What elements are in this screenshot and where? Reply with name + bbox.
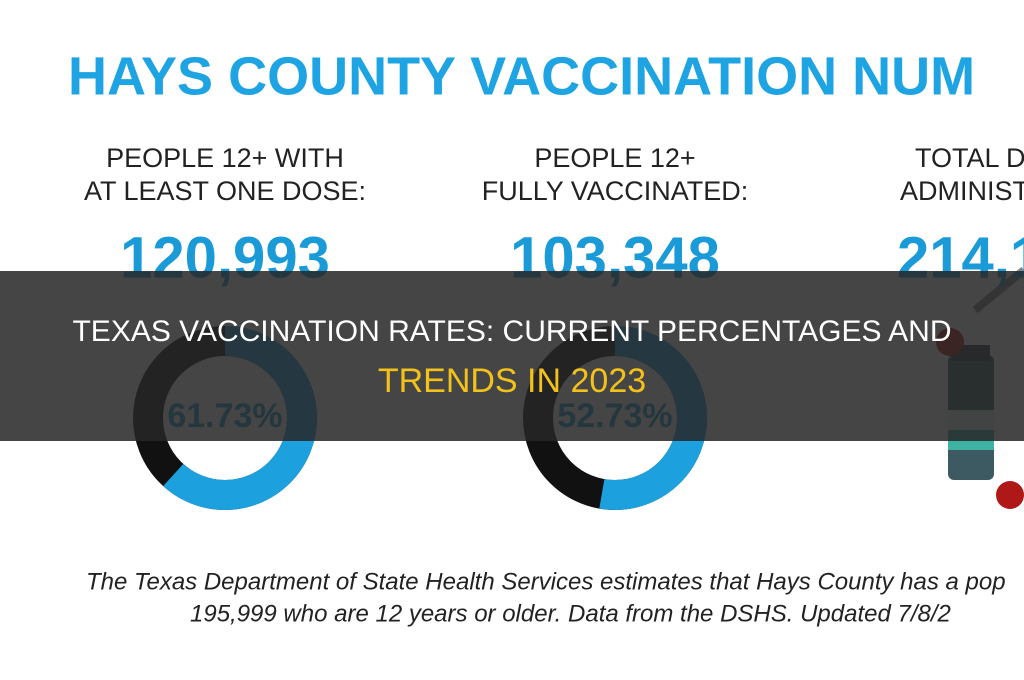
banner-line-1: TEXAS VACCINATION RATES: CURRENT PERCENT… (72, 315, 951, 348)
footer-line: 195,999 who are 12 years or older. Data … (190, 600, 951, 627)
column-heading: TOTAL D (915, 143, 1024, 173)
footer-line: The Texas Department of State Health Ser… (86, 568, 1006, 595)
column-heading: PEOPLE 12+ WITH (106, 143, 344, 173)
infographic-title: HAYS COUNTY VACCINATION NUM (68, 46, 975, 106)
column-heading: AT LEAST ONE DOSE: (84, 176, 366, 206)
column-heading: FULLY VACCINATED: (482, 176, 749, 206)
banner-line-2: TRENDS IN 2023 (378, 362, 646, 400)
column-heading: ADMINIST (900, 176, 1024, 206)
banner (0, 271, 1024, 441)
column-heading: PEOPLE 12+ (534, 143, 695, 173)
